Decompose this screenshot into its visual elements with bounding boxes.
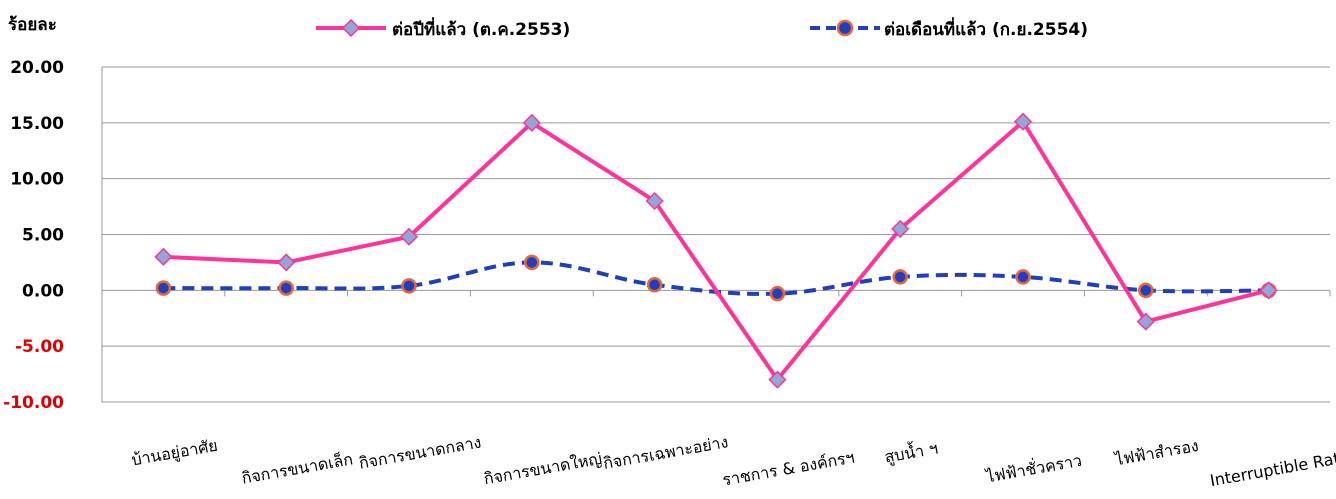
data-point-circle (524, 254, 540, 271)
x-tick-label: กิจการขนาดใหญ่ (482, 449, 603, 488)
x-tick-label: ราชการ & องค์กรฯ (721, 448, 856, 490)
data-point-diamond (645, 191, 664, 211)
legend-label-yoy: ต่อปีที่แล้ว (ต.ค.2553) (392, 17, 570, 40)
y-tick-label: 20.00 (10, 58, 64, 78)
grid (101, 66, 1331, 403)
x-tick-label: บ้านอยู่อาศัย (130, 436, 219, 471)
y-tick-label: -5.00 (15, 337, 64, 357)
x-tick-label: กิจการขนาดกลาง (357, 432, 482, 472)
data-point-diamond (522, 113, 541, 132)
data-point-diamond (1259, 281, 1278, 300)
y-tick-label: 10.00 (10, 170, 64, 190)
legend: ต่อปีที่แล้ว (ต.ค.2553) ต่อเดือนที่แล้ว … (316, 17, 1088, 40)
y-tick-label: 15.00 (10, 114, 64, 134)
legend-label-mom: ต่อเดือนที่แล้ว (ก.ย.2554) (884, 17, 1088, 40)
x-tick-label: กิจการเฉพาะอย่าง (602, 432, 730, 473)
data-point-circle (1015, 269, 1031, 285)
x-tick-label: ไฟฟ้าชั่วคราว (982, 449, 1083, 487)
x-tick-label: ไฟฟ้าสำรอง (1112, 436, 1200, 470)
data-point-diamond (1136, 312, 1155, 331)
x-tick-label: สูบน้ำ ฯ (883, 437, 940, 468)
y-axis-label: ร้อยละ (8, 15, 57, 35)
legend-diamond-marker-icon (341, 18, 361, 38)
data-point-diamond (154, 247, 173, 266)
x-tick-label: Interruptible Rate (1209, 447, 1336, 490)
legend-circle-marker-icon (836, 19, 854, 37)
data-point-circle (646, 277, 663, 293)
series (154, 112, 1278, 389)
data-point-circle (1138, 282, 1154, 299)
data-point-diamond (277, 253, 296, 272)
x-tick-labels: บ้านอยู่อาศัย กิจการขนาดเล็ก กิจการขนาดกลา… (130, 432, 1336, 490)
data-point-circle (155, 280, 172, 296)
data-point-diamond (399, 227, 419, 246)
data-point-diamond (768, 370, 787, 389)
legend-entry-mom: ต่อเดือนที่แล้ว (ก.ย.2554) (810, 17, 1088, 40)
y-tick-label: 5.00 (22, 226, 64, 246)
y-tick-labels: 20.00 15.00 10.00 5.00 0.00 -5.00 -10.00 (3, 58, 64, 413)
y-tick-label: 0.00 (22, 281, 64, 301)
data-point-diamond (1013, 112, 1033, 131)
y-tick-label: -10.00 (3, 393, 64, 413)
series-line-0 (163, 119, 1270, 382)
data-point-circle (892, 269, 908, 285)
x-tick-label: กิจการขนาดเล็ก (240, 448, 354, 487)
legend-entry-yoy: ต่อปีที่แล้ว (ต.ค.2553) (316, 17, 570, 40)
data-point-diamond (891, 219, 910, 238)
data-point-circle (401, 278, 417, 294)
data-point-circle (278, 280, 294, 296)
data-point-circle (769, 285, 786, 302)
